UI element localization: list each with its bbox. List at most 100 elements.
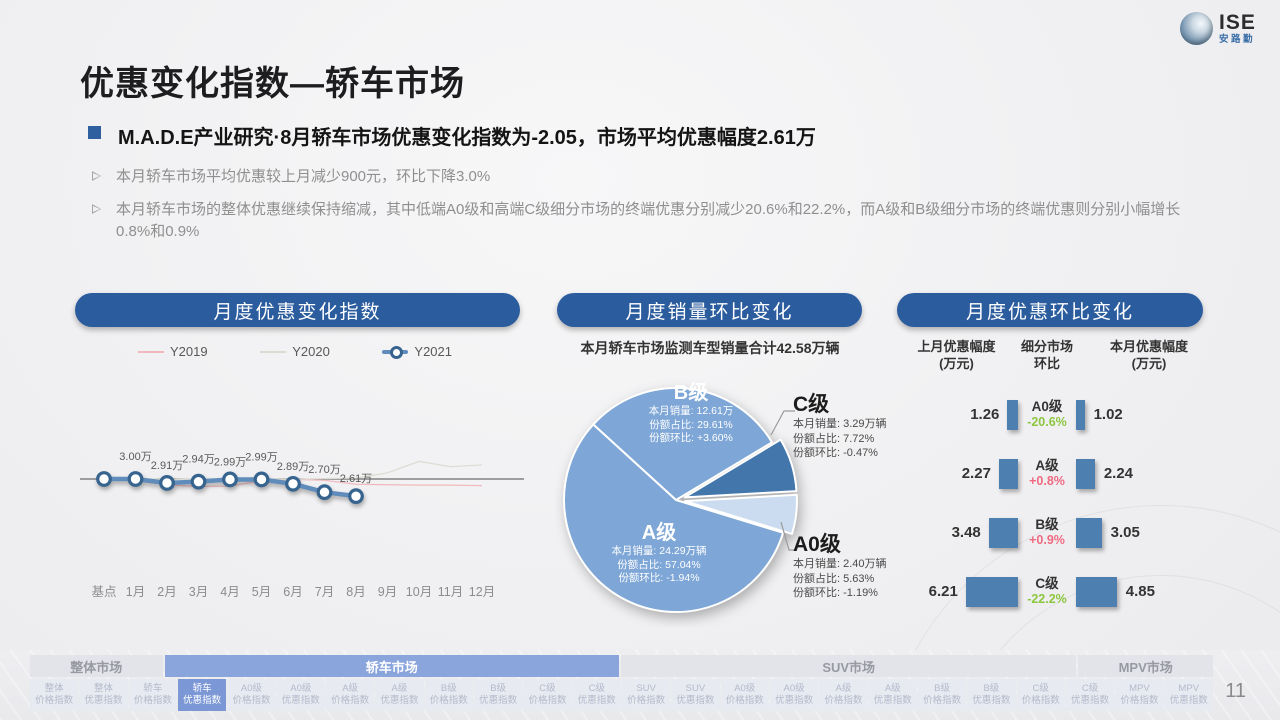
svg-text:4月: 4月 <box>220 585 239 599</box>
legend-swatch <box>382 345 409 359</box>
segment-name: A0级 <box>1031 399 1063 414</box>
index-subtab-A级价格指数[interactable]: A级 价格指数 <box>819 679 868 711</box>
svg-text:2.94万: 2.94万 <box>182 454 214 466</box>
pie-chart <box>563 387 798 613</box>
pie-slice-label-B级: B级 本月销量: 12.61万 份额占比: 29.61% 份额环比: +3.60% <box>627 381 755 446</box>
index-subtab-轿车价格指数[interactable]: 轿车 价格指数 <box>128 679 177 711</box>
svg-text:2.61万: 2.61万 <box>340 473 372 485</box>
index-subtab-C级优惠指数[interactable]: C级 优惠指数 <box>1065 679 1115 711</box>
svg-text:5月: 5月 <box>252 585 271 599</box>
index-subtab-A级优惠指数[interactable]: A级 优惠指数 <box>375 679 424 711</box>
index-subtab-A0级价格指数[interactable]: A0级 价格指数 <box>720 679 769 711</box>
logo: ISE 安路勤 <box>1180 12 1256 45</box>
slice-stat: 份额占比: 7.72% <box>793 432 875 445</box>
bullet-text: 本月轿车市场的整体优惠继续保持缩减，其中低端A0级和高端C级细分市场的终端优惠分… <box>116 201 1181 240</box>
svg-text:2.89万: 2.89万 <box>277 461 309 473</box>
legend-item-Y2019: Y2019 <box>138 344 208 359</box>
index-subtab-C级价格指数[interactable]: C级 价格指数 <box>523 679 572 711</box>
bullet-text: 本月轿车市场平均优惠较上月减少900元，环比下降3.0% <box>116 168 491 185</box>
market-tab-SUV市场[interactable]: SUV市场 <box>621 655 1077 677</box>
logo-subtext: 安路勤 <box>1219 34 1256 46</box>
legend-label: Y2020 <box>292 344 330 359</box>
column-header-prev: 上月优惠幅度 (万元) <box>917 339 996 371</box>
column-header-mom: 细分市场 环比 <box>1020 339 1073 371</box>
svg-text:8月: 8月 <box>346 585 365 599</box>
slice-stat: 份额环比: -1.94% <box>618 572 700 584</box>
bullet-item: 本月轿车市场平均优惠较上月减少900元，环比下降3.0% <box>92 166 1207 188</box>
market-tab-整体市场[interactable]: 整体市场 <box>30 655 163 677</box>
pie-chart-subtitle: 本月轿车市场监测车型销量合计42.58万辆 <box>580 340 840 356</box>
slice-stat: 份额占比: 5.63% <box>793 572 875 585</box>
prev-value: 1.26 <box>970 406 1000 423</box>
svg-text:基点: 基点 <box>91 585 116 599</box>
legend-swatch <box>138 350 164 353</box>
cur-value: 1.02 <box>1093 406 1123 423</box>
pie-slice-label-C级: C级 本月销量: 3.29万辆 份额占比: 7.72% 份额环比: -0.47% <box>793 392 911 461</box>
index-subtab-A0级优惠指数[interactable]: A0级 优惠指数 <box>276 679 325 711</box>
svg-text:9月: 9月 <box>378 585 397 599</box>
svg-text:11月: 11月 <box>438 585 463 599</box>
key-finding: M.A.D.E产业研究·8月轿车市场优惠变化指数为-2.05，市场平均优惠幅度2… <box>88 121 816 150</box>
segment-name: A级 <box>1035 458 1059 473</box>
svg-text:2月: 2月 <box>157 585 176 599</box>
cur-value: 2.24 <box>1103 465 1134 482</box>
bar-comparison-chart: 1.26 A0级 -20.6% 1.02 2.27 A级 +0.8% 2.24 3.48 B级 +0… <box>900 390 1240 630</box>
index-subtab-B级优惠指数[interactable]: B级 优惠指数 <box>967 679 1016 711</box>
index-subtab-A级优惠指数[interactable]: A级 优惠指数 <box>868 679 917 711</box>
arrow-bullet-icon <box>92 204 101 214</box>
prev-value: 3.48 <box>951 524 981 541</box>
svg-text:3月: 3月 <box>189 585 208 599</box>
column-header-cur: 本月优惠幅度 (万元) <box>1109 339 1188 371</box>
index-subtab-MPV优惠指数[interactable]: MPV 优惠指数 <box>1164 679 1213 711</box>
page-number: 11 <box>1225 680 1246 702</box>
index-subtab-C级价格指数[interactable]: C级 价格指数 <box>1016 679 1065 711</box>
slice-stat: 份额环比: -0.47% <box>793 447 878 459</box>
svg-text:7月: 7月 <box>315 585 334 599</box>
segment-label: A0级 -20.6% <box>1018 399 1076 429</box>
index-subtab-轿车优惠指数[interactable]: 轿车 优惠指数 <box>177 679 227 711</box>
legend-swatch <box>260 350 287 353</box>
index-subtab-A级价格指数[interactable]: A级 价格指数 <box>325 679 375 711</box>
index-subtab-整体价格指数[interactable]: 整体 价格指数 <box>30 679 79 711</box>
prev-bar <box>1007 400 1018 430</box>
pie-slice-label-A级: A级 本月销量: 24.29万辆 份额占比: 57.04% 份额环比: -1.94% <box>590 521 728 586</box>
legend-item-Y2021: Y2021 <box>382 344 452 359</box>
market-tab-轿车市场[interactable]: 轿车市场 <box>164 655 620 677</box>
slice-stat: 本月销量: 24.29万辆 <box>611 545 707 557</box>
svg-text:10月: 10月 <box>406 585 432 599</box>
arrow-bullet-icon <box>92 171 101 181</box>
segment-mom-pct: +0.9% <box>1029 533 1065 547</box>
index-subtab-A0级优惠指数[interactable]: A0级 优惠指数 <box>769 679 819 711</box>
section-title: 月度销量环比变化 <box>625 301 794 323</box>
index-subtab-C级优惠指数[interactable]: C级 优惠指数 <box>572 679 621 711</box>
section-title: 月度优惠变化指数 <box>213 301 382 323</box>
segment-label: B级 +0.9% <box>1018 517 1076 547</box>
prev-value: 6.21 <box>928 583 958 600</box>
slice-stat: 份额环比: +3.60% <box>649 432 733 444</box>
index-subtab-SUV价格指数[interactable]: SUV 价格指数 <box>621 679 671 711</box>
prev-bar <box>998 459 1018 489</box>
segment-label: A级 +0.8% <box>1018 458 1076 488</box>
prev-bar <box>965 577 1018 607</box>
index-subtab-B级价格指数[interactable]: B级 价格指数 <box>424 679 473 711</box>
index-subtab-B级优惠指数[interactable]: B级 优惠指数 <box>473 679 523 711</box>
index-subtab-B级价格指数[interactable]: B级 价格指数 <box>917 679 967 711</box>
cur-bar <box>1076 577 1117 607</box>
prev-bar <box>988 518 1018 548</box>
index-subtab-A0级价格指数[interactable]: A0级 价格指数 <box>227 679 276 711</box>
svg-text:2.70万: 2.70万 <box>308 464 340 476</box>
pie-slice-label-A0级: A0级 本月销量: 2.40万辆 份额占比: 5.63% 份额环比: -1.19% <box>793 532 911 601</box>
index-subtab-SUV优惠指数[interactable]: SUV 优惠指数 <box>671 679 720 711</box>
index-subtab-整体优惠指数[interactable]: 整体 优惠指数 <box>79 679 128 711</box>
bullet-item: 本月轿车市场的整体优惠继续保持缩减，其中低端A0级和高端C级细分市场的终端优惠分… <box>92 199 1207 243</box>
slice-stat: 份额环比: -1.19% <box>793 587 878 599</box>
svg-text:12月: 12月 <box>469 585 495 599</box>
slice-stat: 本月销量: 12.61万 <box>648 405 734 417</box>
index-subtab-MPV价格指数[interactable]: MPV 价格指数 <box>1115 679 1164 711</box>
segment-name: C级 <box>1035 576 1059 591</box>
section-header-discount-index: 月度优惠变化指数 <box>75 293 520 327</box>
market-tab-MPV市场[interactable]: MPV市场 <box>1078 655 1213 677</box>
legend-item-Y2020: Y2020 <box>260 344 330 359</box>
